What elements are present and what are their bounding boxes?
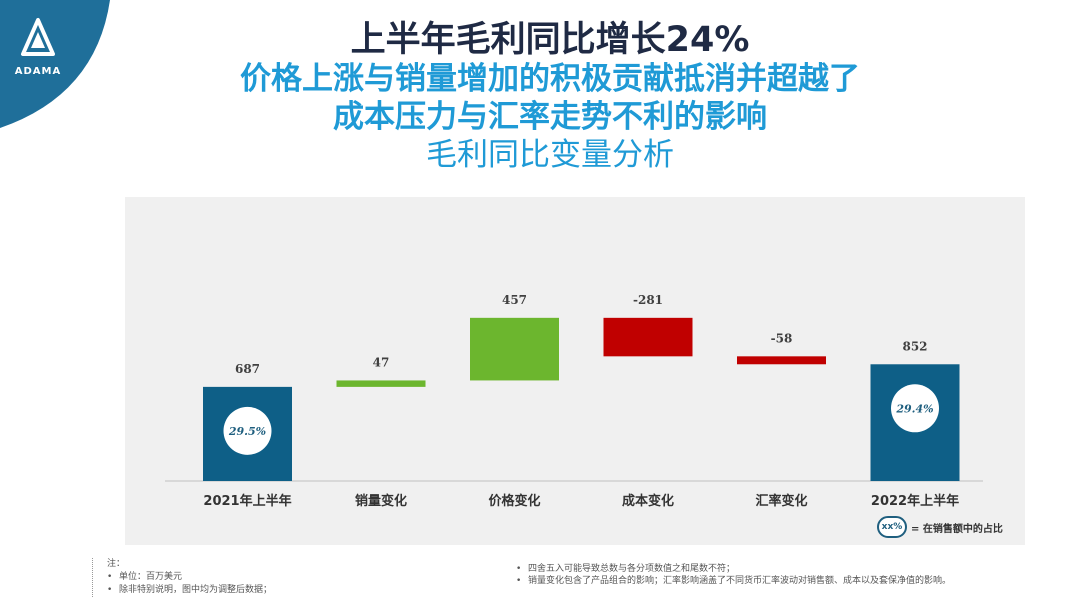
title-line-3: 成本压力与汇率走势不利的影响 [333, 99, 767, 135]
bar-1 [336, 380, 426, 387]
notes-heading: 注： [107, 559, 126, 569]
share-label: 29.4% [895, 402, 933, 415]
title-line-1: 上半年毛利同比增长24% [350, 20, 750, 60]
category-label: 2022年上半年 [871, 493, 959, 509]
value-label: -281 [633, 293, 663, 307]
notes-right: 四舍五入可能导致总数与各分项数值之和尾数不符； 销量变化包含了产品组合的影响；汇… [516, 563, 1046, 587]
value-label: 687 [235, 362, 260, 376]
category-label: 销量变化 [355, 493, 407, 509]
chart-subtitle: 毛利同比变量分析 [426, 137, 674, 173]
share-label: 29.5% [228, 425, 266, 438]
value-label: 457 [502, 293, 527, 307]
waterfall-chart: 687 2021年上半年 29.5% 47 销量变化 457 价格变化 -281 成本变化 -58… [165, 293, 983, 509]
share-legend: xx% = 在销售额中的占比 [877, 516, 1003, 538]
chart-area: 687 2021年上半年 29.5% 47 销量变化 457 价格变化 -281 成本变化 -58… [125, 197, 1025, 545]
bar-4 [737, 356, 826, 365]
category-label: 价格变化 [488, 493, 540, 509]
title-line-2: 价格上涨与销量增加的积极贡献抵消并超越了 [240, 61, 860, 97]
note-item: 单位：百万美元 [107, 571, 507, 584]
adama-logo-icon [21, 18, 55, 56]
note-item: 四舍五入可能导致总数与各分项数值之和尾数不符； [516, 563, 1046, 575]
value-label: 852 [902, 339, 927, 353]
bar-3 [603, 317, 693, 357]
corner-logo-background [0, 0, 110, 128]
note-item: 除非特别说明，图中均为调整后数据； [107, 584, 507, 597]
title-block: 上半年毛利同比增长24% 价格上涨与销量增加的积极贡献抵消并超越了 成本压力与汇… [110, 20, 990, 174]
legend-symbol: xx% [877, 516, 907, 538]
note-item: 销量变化包含了产品组合的影响；汇率影响涵盖了不同货币汇率波动对销售额、成本以及套… [516, 575, 1046, 587]
bar-2 [470, 317, 559, 381]
brand-name: ADAMA [14, 66, 62, 77]
value-label: -58 [771, 331, 793, 345]
category-label: 汇率变化 [755, 493, 807, 509]
share-circle [223, 406, 272, 455]
legend-text: = 在销售额中的占比 [911, 523, 1003, 535]
notes-left: 注： 单位：百万美元 除非特别说明，图中均为调整后数据； [92, 558, 507, 597]
value-label: 47 [373, 355, 390, 369]
category-label: 成本变化 [622, 493, 674, 509]
category-label: 2021年上半年 [203, 493, 291, 509]
share-circle [891, 384, 939, 433]
